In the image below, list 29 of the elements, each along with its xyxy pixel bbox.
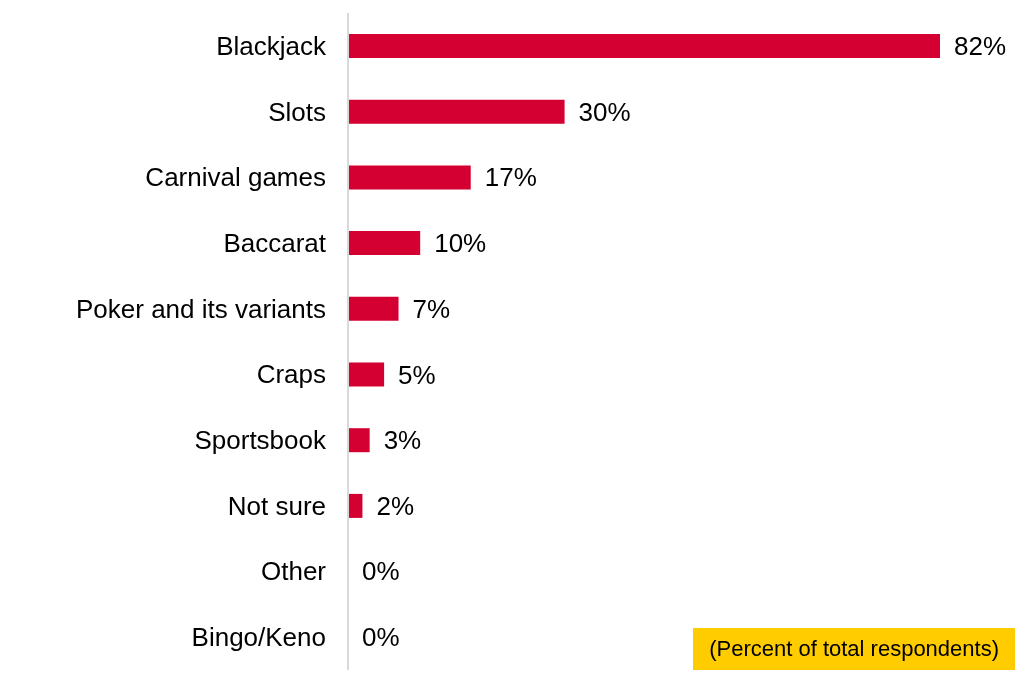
y-tick-label: Poker and its variants bbox=[75, 293, 326, 324]
bar bbox=[348, 296, 399, 321]
bar bbox=[348, 165, 471, 190]
bar bbox=[348, 428, 370, 453]
bar bbox=[348, 34, 940, 58]
annotation: (Percent of total respondents) bbox=[693, 628, 1015, 670]
y-tick-label: Carnival games bbox=[145, 162, 326, 193]
data-label: 7% bbox=[412, 293, 451, 324]
data-label: 3% bbox=[383, 425, 422, 456]
data-label: 17% bbox=[484, 162, 537, 193]
bar bbox=[348, 231, 421, 256]
bar bbox=[348, 493, 363, 518]
y-tick-label: Other bbox=[260, 556, 327, 587]
data-label: 30% bbox=[578, 96, 631, 127]
bar bbox=[348, 362, 385, 387]
data-label: 10% bbox=[434, 228, 487, 259]
y-tick-label: Not sure bbox=[227, 490, 326, 521]
y-tick-label: Baccarat bbox=[223, 227, 327, 258]
y-tick-label: Slots bbox=[268, 96, 326, 127]
data-label: 5% bbox=[398, 359, 436, 390]
bar bbox=[348, 99, 565, 124]
y-tick-label: Blackjack bbox=[216, 30, 327, 61]
y-tick-label: Sportsbook bbox=[194, 425, 327, 456]
data-label: 2% bbox=[376, 490, 415, 521]
data-label: 82% bbox=[954, 31, 1007, 61]
data-label: 0% bbox=[362, 622, 400, 653]
data-label: 0% bbox=[362, 556, 400, 587]
y-tick-label: Craps bbox=[256, 359, 326, 390]
y-tick-label: Bingo/Keno bbox=[191, 622, 326, 653]
